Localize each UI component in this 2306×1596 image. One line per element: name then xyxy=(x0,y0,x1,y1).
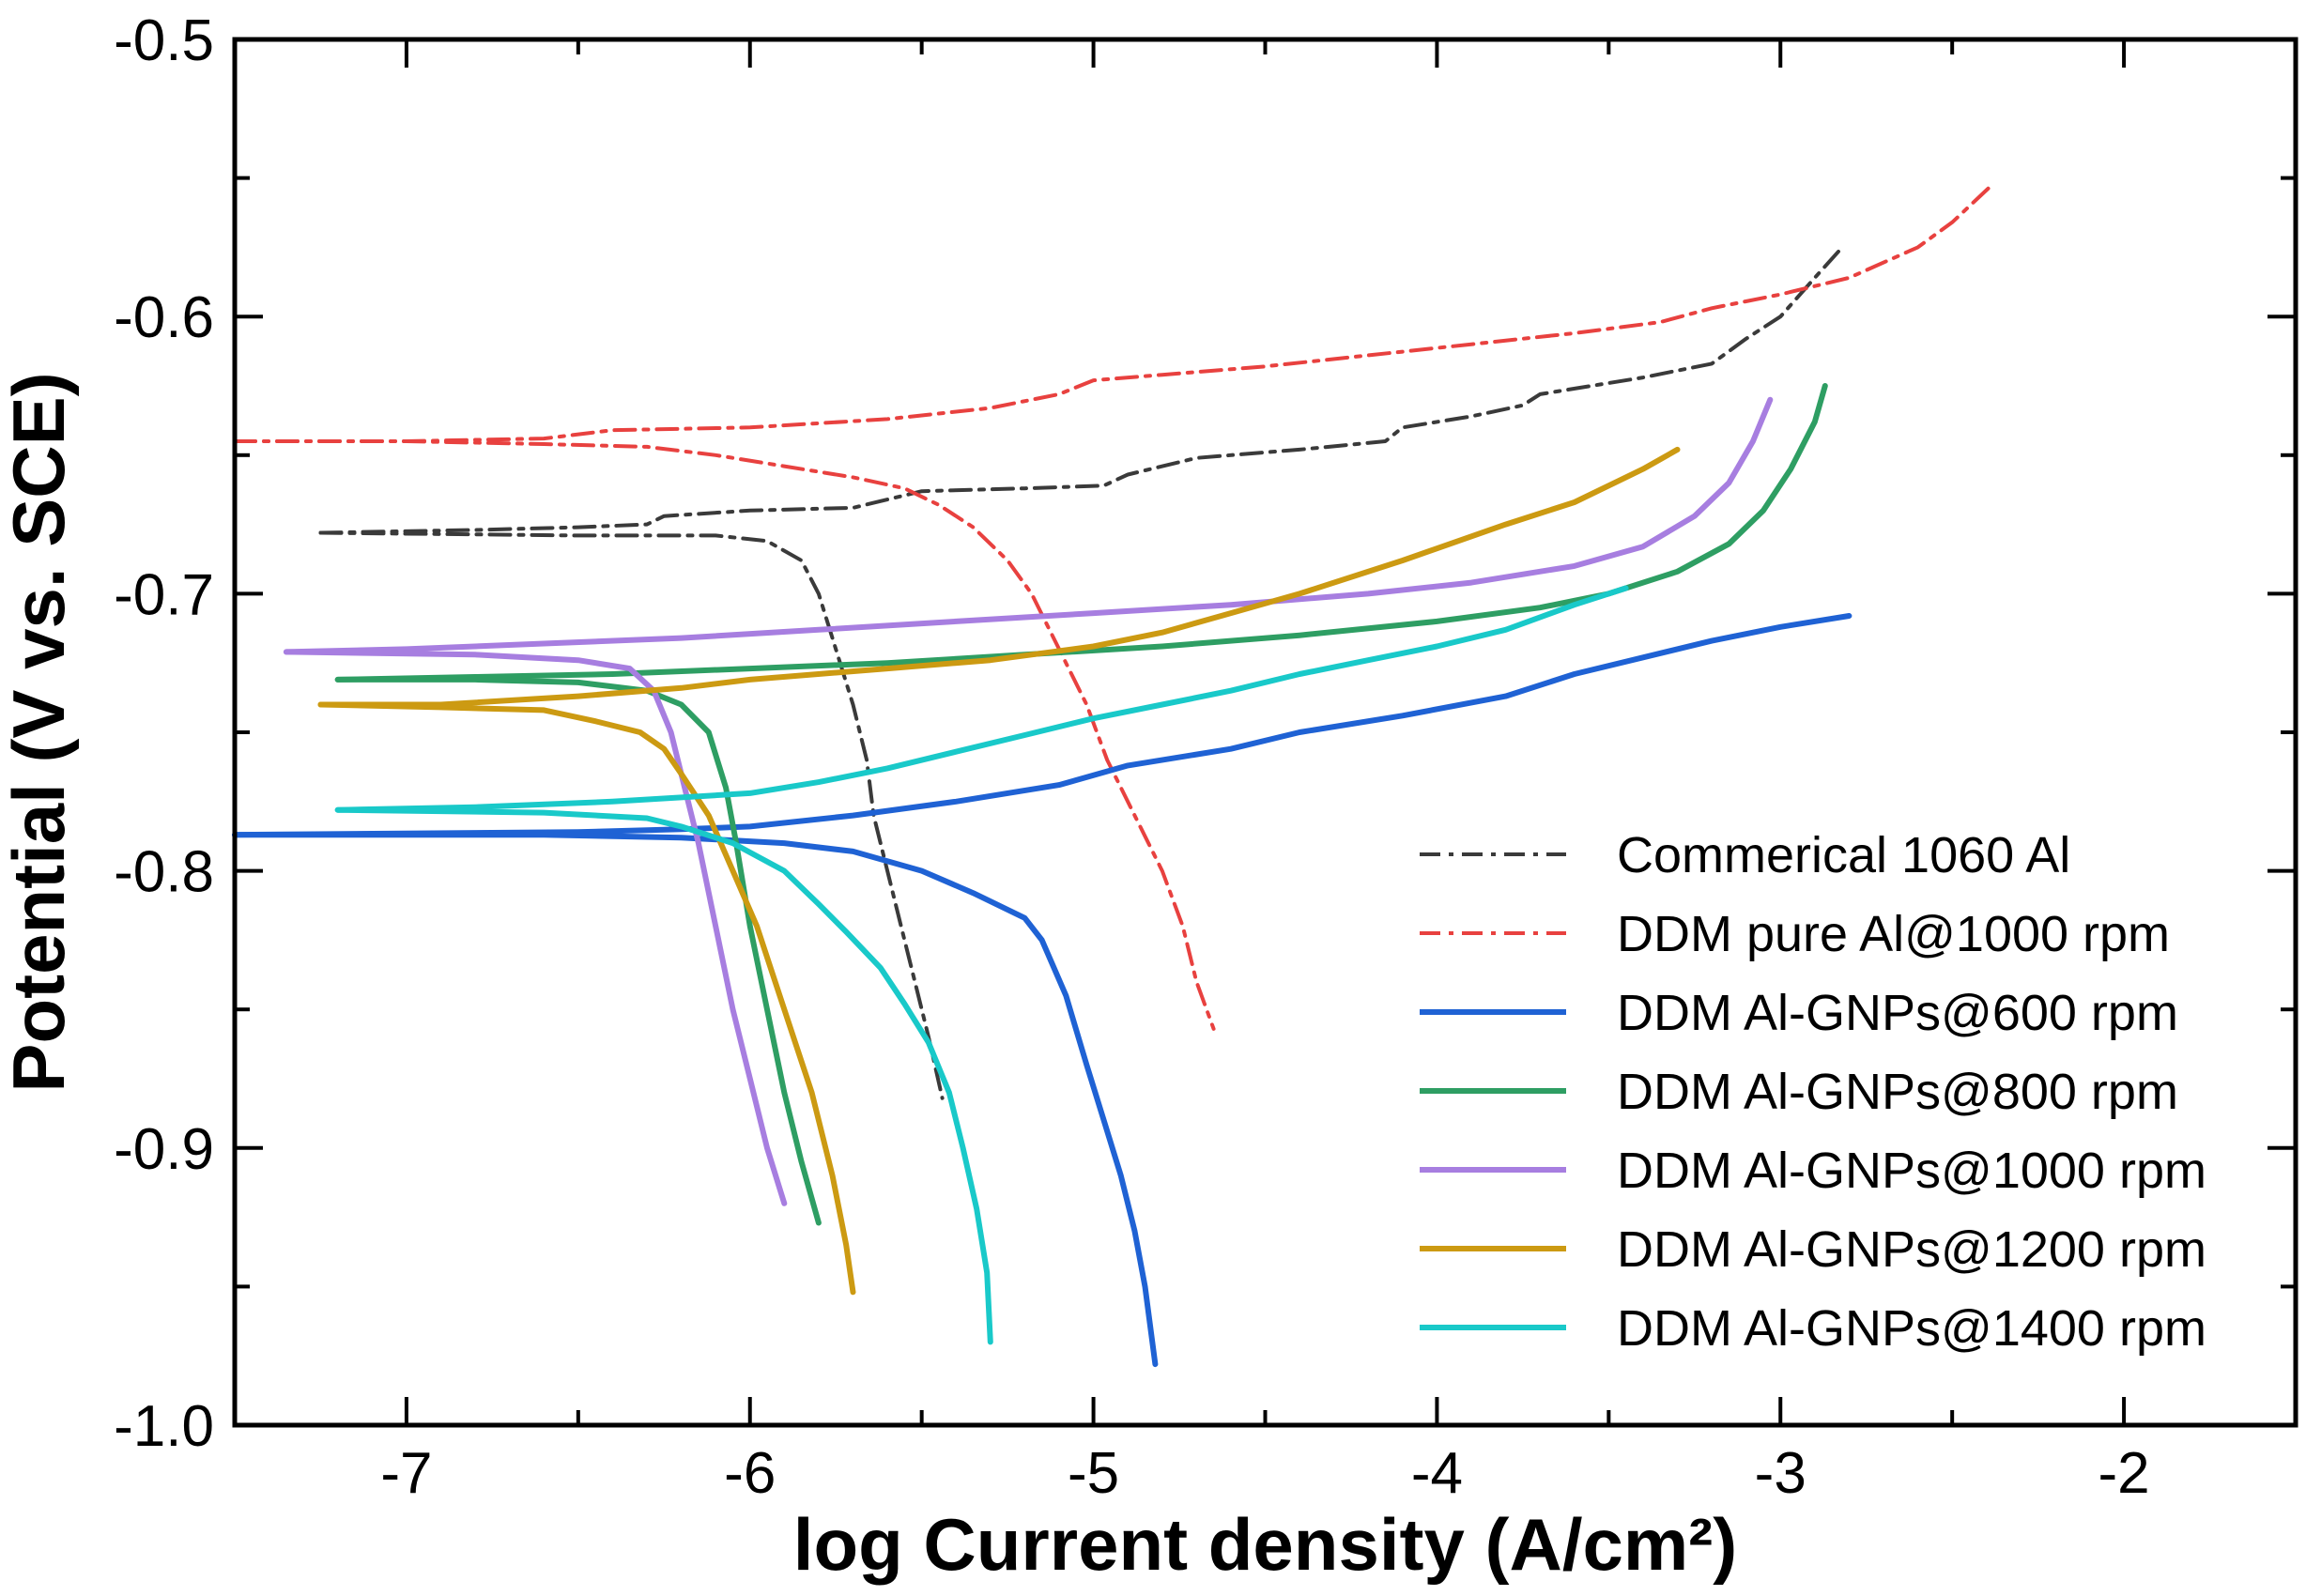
y-tick-label: -0.6 xyxy=(114,285,214,350)
x-tick-label: -5 xyxy=(1068,1441,1119,1506)
series-line xyxy=(232,613,1852,838)
legend-label: DDM Al-GNPs@1000 rpm xyxy=(1617,1143,2206,1199)
series-line xyxy=(334,383,1828,683)
legend-label: Commerical 1060 Al xyxy=(1617,827,2070,883)
y-tick-label: -0.8 xyxy=(114,840,214,905)
series-layer xyxy=(232,181,1996,1368)
series-line xyxy=(283,396,1774,655)
series-line xyxy=(318,245,1845,535)
y-tick-label: -0.7 xyxy=(114,562,214,627)
legend-label: DDM Al-GNPs@800 rpm xyxy=(1617,1064,2178,1120)
tick-labels: -7 -6 -5 -4 -3 -2 -0.5 -0.6 -0.7 -0.8 -0.9 -1.0 xyxy=(114,8,2149,1506)
y-axis-title: Potential (V vs. SCE) xyxy=(0,372,80,1092)
x-tick-label: -4 xyxy=(1411,1441,1463,1506)
legend-label: DDM Al-GNPs@1200 rpm xyxy=(1617,1221,2206,1278)
series-5 xyxy=(283,396,1774,1206)
legend: Commerical 1060 Al DDM pure Al@1000 rpm DD… xyxy=(1420,827,2206,1357)
series-line xyxy=(334,806,993,1345)
x-tick-label: -7 xyxy=(380,1441,432,1506)
series-line xyxy=(233,181,1996,443)
series-line xyxy=(318,530,945,1100)
x-tick-label: -6 xyxy=(724,1441,776,1506)
series-line xyxy=(317,701,856,1296)
y-tick-label: -0.5 xyxy=(114,8,214,73)
series-line xyxy=(233,439,1216,1031)
series-6 xyxy=(317,446,1681,1296)
legend-label: DDM pure Al@1000 rpm xyxy=(1617,906,2170,962)
series-line xyxy=(317,446,1681,708)
x-tick-label: -2 xyxy=(2098,1441,2150,1506)
x-tick-label: -3 xyxy=(1755,1441,1806,1506)
series-line xyxy=(334,585,1629,813)
y-tick-label: -1.0 xyxy=(114,1394,214,1459)
x-axis-title: log Current density (A/cm²) xyxy=(793,1503,1737,1586)
plot-frame xyxy=(232,37,2298,1428)
y-tick-label: -0.9 xyxy=(114,1117,214,1182)
legend-label: DDM Al-GNPs@1400 rpm xyxy=(1617,1300,2206,1357)
series-7 xyxy=(334,585,1629,1345)
series-2 xyxy=(233,181,1996,1031)
series-4 xyxy=(334,383,1828,1226)
series-line xyxy=(334,676,822,1226)
legend-label: DDM Al-GNPs@600 rpm xyxy=(1617,985,2178,1041)
series-line xyxy=(283,649,788,1206)
series-1 xyxy=(318,245,1845,1100)
